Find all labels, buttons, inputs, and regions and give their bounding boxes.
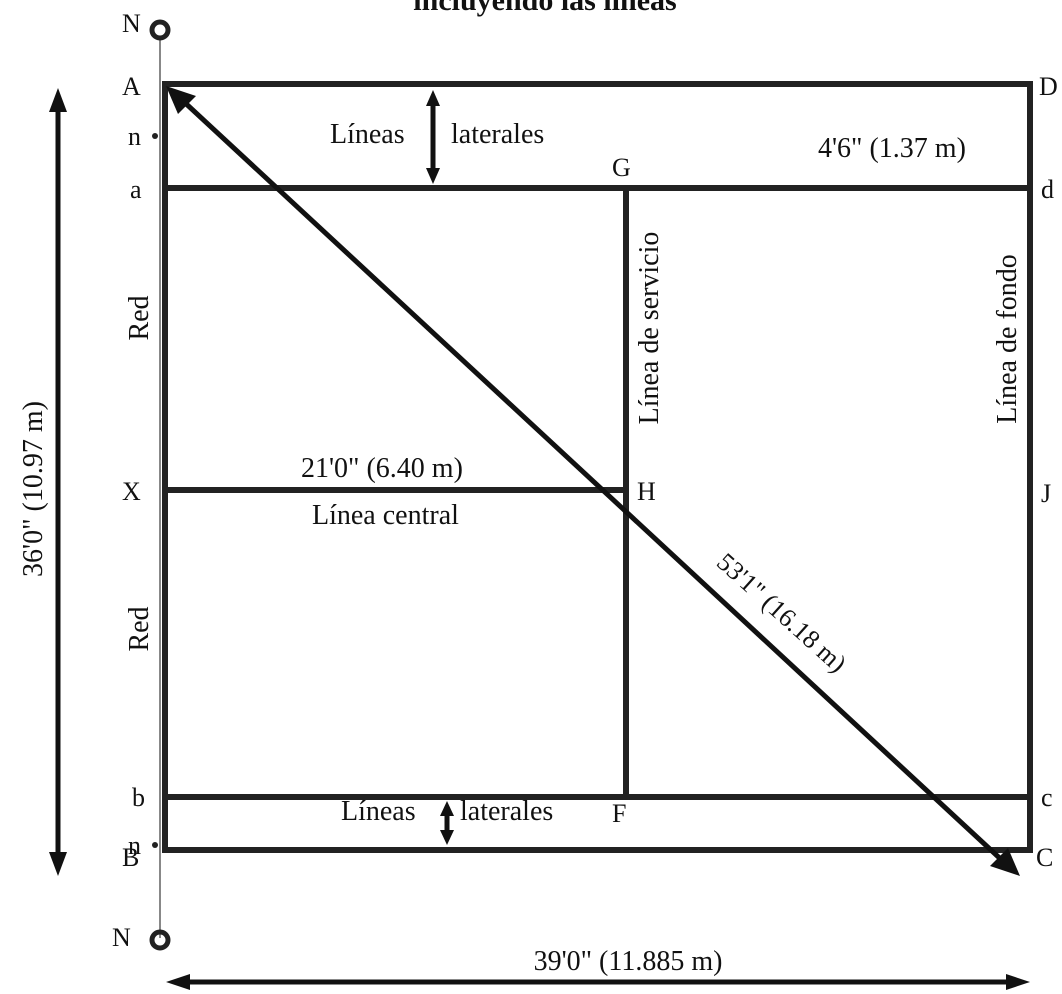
side-lines-bottom-arrowhead-down	[440, 830, 454, 845]
point-c: c	[1041, 783, 1053, 812]
court-width-arrowhead-right	[1006, 974, 1030, 990]
n-mark-top	[152, 133, 158, 139]
point-D: D	[1039, 72, 1058, 101]
service-line-label: Línea de servicio	[634, 232, 665, 425]
point-F: F	[612, 799, 626, 828]
net-post-top-icon	[152, 22, 168, 38]
side-lines-top-right-label: laterales	[451, 119, 544, 150]
point-B: B	[122, 843, 139, 872]
side-lines-top-arrowhead-up	[426, 90, 440, 106]
title-partial: incluyendo las líneas	[413, 0, 676, 17]
net-post-bottom-icon	[152, 932, 168, 948]
side-lines-bottom-arrowhead-up	[440, 801, 454, 816]
point-b: b	[132, 783, 145, 812]
center-line-label: Línea central	[312, 500, 459, 531]
side-lines-bottom-right-label: laterales	[460, 796, 553, 827]
point-N-top: N	[122, 9, 141, 38]
point-a: a	[130, 175, 142, 204]
center-length-label: 21'0" (6.40 m)	[301, 453, 463, 484]
n-mark-bottom	[152, 842, 158, 848]
point-d: d	[1041, 175, 1054, 204]
point-A: A	[122, 72, 141, 101]
point-H: H	[637, 477, 656, 506]
court-height-arrowhead-up	[49, 88, 67, 112]
court-height-arrowhead-down	[49, 852, 67, 876]
side-width-label: 4'6" (1.37 m)	[818, 133, 966, 164]
point-C: C	[1036, 843, 1053, 872]
court-outline	[165, 84, 1030, 850]
court-width-label: 39'0" (11.885 m)	[534, 946, 723, 977]
point-n-top: n	[128, 122, 141, 151]
side-lines-bottom-left-label: Líneas	[341, 796, 416, 827]
point-X: X	[122, 477, 141, 506]
net-top-label: Red	[124, 295, 155, 340]
court-height-label: 36'0" (10.97 m)	[18, 401, 49, 577]
point-G: G	[612, 153, 631, 182]
court-width-arrowhead-left	[166, 974, 190, 990]
side-lines-top-arrowhead-down	[426, 168, 440, 184]
back-line-label: Línea de fondo	[992, 254, 1023, 424]
side-lines-top-left-label: Líneas	[330, 119, 405, 150]
net-bottom-label: Red	[124, 606, 155, 651]
point-N-bottom: N	[112, 923, 131, 952]
point-J: J	[1041, 479, 1051, 508]
